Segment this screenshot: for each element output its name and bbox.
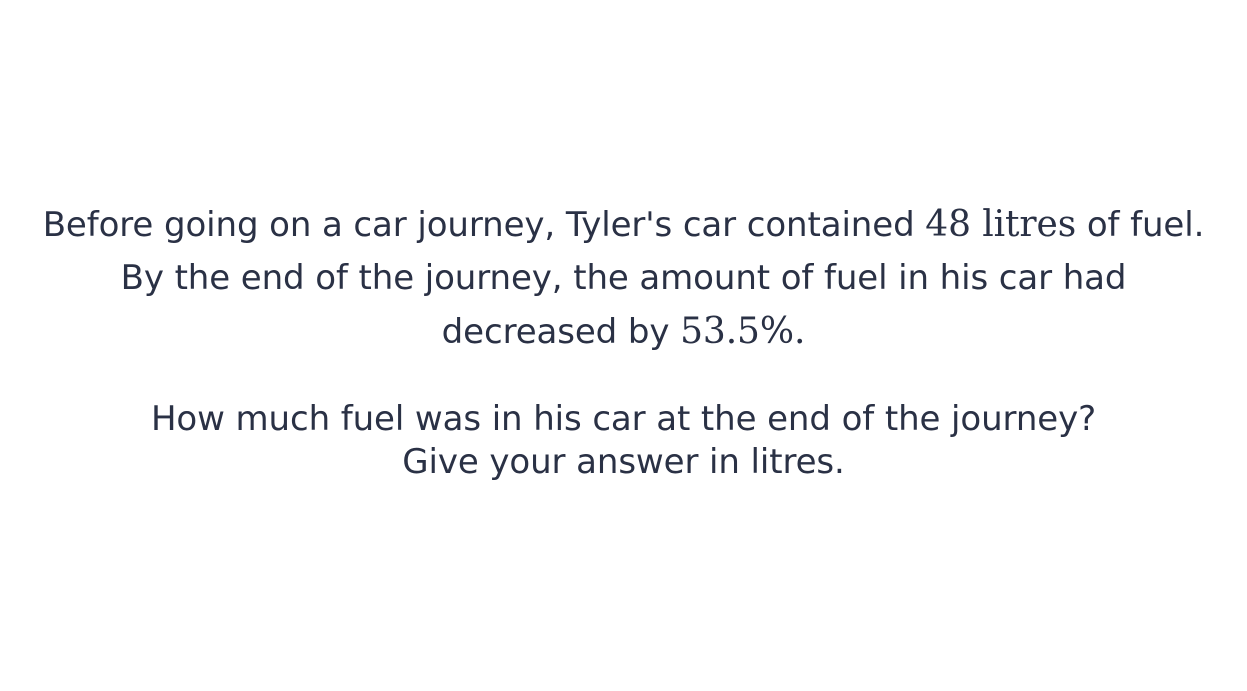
fuel-amount-math: 48 litres [925,204,1077,245]
problem-text-start: Before going on a car journey, Tyler's c… [42,205,926,245]
question-prompt: How much fuel was in his car at the end … [30,398,1217,484]
problem-end-punctuation: . [793,311,806,352]
question-line-1: How much fuel was in his car at the end … [150,399,1097,439]
problem-text-middle: of fuel. By the end of the journey, the … [120,205,1205,352]
percent-decrease-math: 53.5% [680,311,794,352]
problem-statement: Before going on a car journey, Tyler's c… [30,198,1217,359]
question-line-2: Give your answer in litres. [402,442,845,482]
